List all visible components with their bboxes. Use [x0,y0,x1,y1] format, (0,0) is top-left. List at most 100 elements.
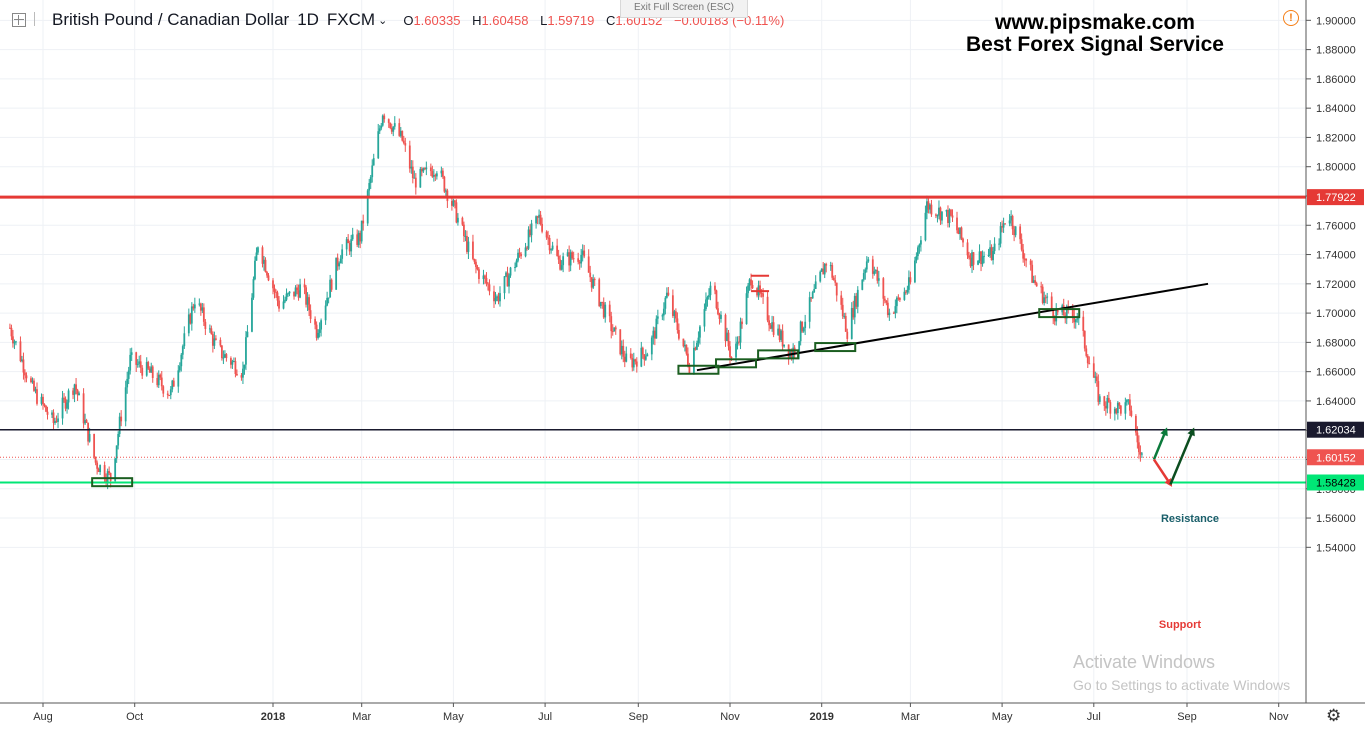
candle-body [61,397,64,419]
candle-body [467,241,470,252]
candle-body [998,243,1000,245]
candle-body [708,295,710,298]
candle-body [1094,376,1097,378]
candle-body [330,279,333,290]
candle-body [1055,309,1058,322]
exit-fullscreen-button[interactable]: Exit Full Screen (ESC) [620,0,748,18]
y-tick-label: 1.54000 [1316,542,1356,554]
candle-body [1097,381,1100,402]
symbol-header: British Pound / Canadian Dollar 1D FXCM … [52,8,784,32]
candle-body [452,200,455,206]
x-tick-label: Aug [33,711,53,723]
projection-up-arrow [1152,427,1168,460]
candle-body [751,284,754,289]
watermark-url: www.pipsmake.com [995,11,1195,34]
candle-body [172,380,175,387]
candle-body [484,275,486,278]
candle-body [643,354,646,360]
candle-body [392,126,395,132]
price-axis-bg [1306,0,1365,729]
candle-body [199,303,202,311]
candle-body [950,209,952,216]
candle-body [85,420,88,423]
candle-body [99,465,102,473]
candle-body [802,328,805,332]
candle-body [548,237,551,251]
candle-body [646,354,649,357]
candle-body [1023,258,1026,260]
candle-body [987,254,990,256]
candle-body [718,314,721,319]
candle-body [371,165,374,178]
candle-body [1095,376,1098,382]
candle-body [557,255,560,260]
touch-marker-box [757,349,800,360]
interval[interactable]: 1D [297,10,319,29]
candle-body [96,462,99,469]
candle-body [768,320,770,326]
candle-body [338,263,341,267]
candle-body [515,260,518,268]
candle-body [959,227,961,235]
candle-body [390,128,393,132]
candle-body [769,325,772,329]
candle-body [315,324,318,338]
candle-body [524,247,527,257]
candle-body [318,329,321,333]
candle-body [214,338,217,340]
x-tick-label: Nov [720,711,740,723]
candle-body [94,456,97,463]
candle-body [938,207,940,216]
candle-body [19,341,22,362]
candle-body [568,252,571,266]
candle-body [804,321,807,329]
candle-body [693,347,695,373]
candle-body [348,243,351,252]
candle-body [653,330,656,339]
candle-body [846,331,849,339]
candle-body [36,389,38,404]
candle-body [485,277,488,284]
x-tick-label: May [443,711,464,723]
symbol-name[interactable]: British Pound / Canadian Dollar [52,10,290,29]
candle-body [314,318,316,325]
warning-icon[interactable]: ! [1283,10,1299,26]
candle-body [308,297,310,311]
candle-body [193,304,196,309]
high-value: 1.60458 [481,12,529,28]
candle-body [741,321,743,325]
candle-body [892,312,895,314]
candle-body [393,123,396,127]
candle-body [441,170,444,177]
candle-body [63,397,65,399]
candle-body [635,361,638,367]
candle-body [882,278,885,299]
candle-body [705,299,707,310]
candle-body [538,214,540,218]
candle-body [306,297,309,305]
candle-body [703,309,706,327]
candle-body [180,354,183,367]
candle-body [748,279,751,286]
candle-body [506,272,509,287]
candle-body [1107,397,1110,403]
candle-body [864,269,867,274]
candle-body [514,267,516,269]
chevron-down-icon[interactable]: ⌄ [378,14,388,27]
candle-body [1013,229,1016,236]
candle-body [1134,415,1137,433]
candle-body [145,362,148,376]
candle-body [898,298,901,300]
watermark-tagline: Best Forex Signal Service [966,33,1224,56]
candle-body [840,295,843,305]
candle-body [505,272,507,277]
add-symbol-icon[interactable] [12,13,26,27]
gear-icon[interactable]: ⚙ [1326,706,1342,725]
candle-body [15,341,17,343]
candle-body [632,359,635,368]
candle-body [64,398,67,409]
trendline [696,282,1209,372]
candle-body [34,389,37,391]
candle-body [599,301,602,306]
candle-body [457,217,459,223]
